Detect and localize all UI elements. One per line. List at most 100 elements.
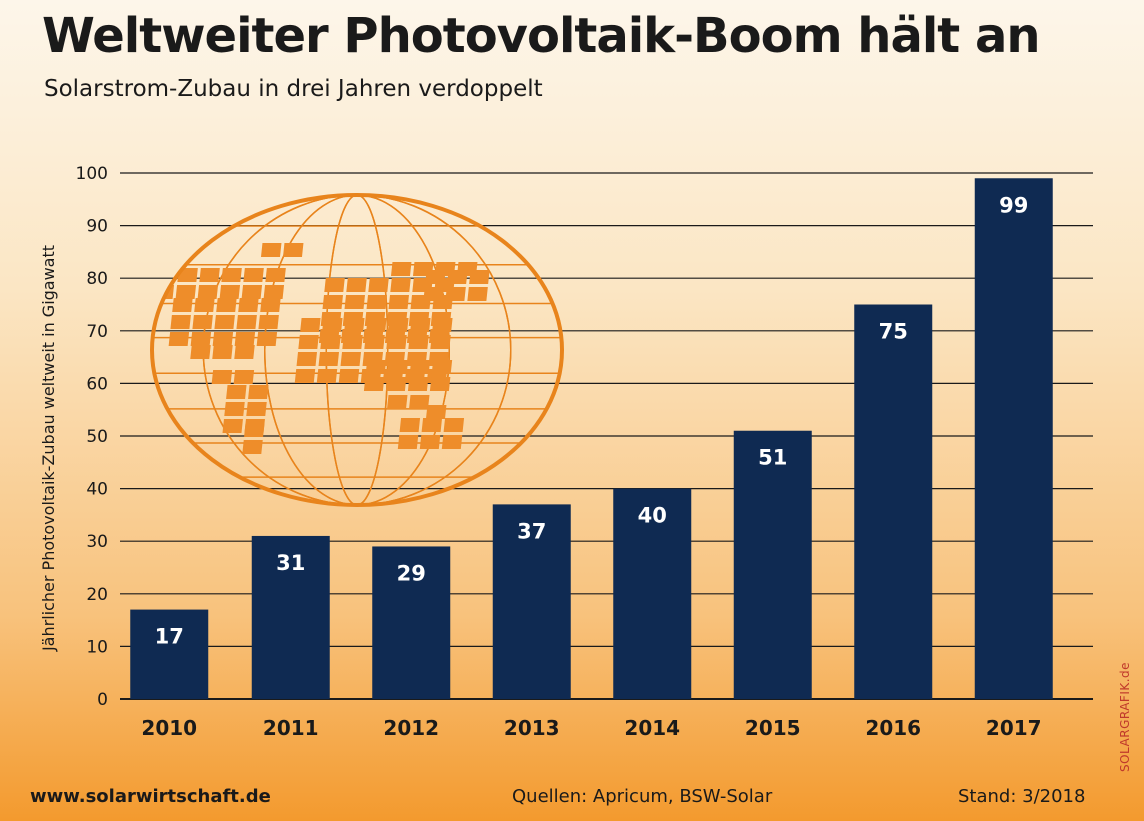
bar-2011: [251, 535, 330, 699]
solar-panel-tile: [241, 285, 263, 299]
solar-panel-tile: [397, 435, 419, 449]
solar-panel-tile: [282, 243, 304, 257]
data-label: 75: [879, 320, 908, 344]
solar-panel-tile: [419, 435, 441, 449]
solar-panel-tile: [316, 369, 338, 383]
solar-panel-tile: [298, 335, 319, 349]
solar-panel-tile: [212, 345, 233, 359]
solar-panel-tile: [425, 405, 447, 419]
globe-meridian: [325, 195, 389, 505]
data-label: 29: [397, 561, 426, 585]
solar-panel-tile: [469, 270, 490, 284]
solar-globe-icon: [150, 193, 564, 507]
chart-subtitle: Solarstrom-Zubau in drei Jahren verdoppe…: [44, 76, 543, 102]
solar-panel-tile: [244, 423, 265, 437]
solar-panel-tile: [386, 335, 407, 349]
solar-panel-tile: [238, 298, 259, 312]
y-tick-label: 50: [86, 427, 108, 447]
solar-panel-tile: [170, 315, 191, 329]
solar-panel-tile: [387, 395, 408, 409]
chart-title: Weltweiter Photovoltaik-Boom hält an: [42, 8, 1041, 64]
y-tick-label: 40: [86, 480, 108, 500]
solar-panel-tile: [410, 318, 431, 332]
solar-panel-tile: [407, 377, 429, 391]
solar-panel-tile: [340, 352, 362, 366]
bar-2010: [130, 609, 209, 699]
solar-panel-tile: [425, 270, 446, 284]
y-tick-label: 70: [86, 322, 108, 342]
solar-panel-tile: [258, 315, 279, 329]
solar-panel-tile: [364, 335, 385, 349]
solar-panel-tile: [197, 285, 219, 299]
solar-panel-tile: [387, 360, 409, 374]
solar-panel-tile: [234, 345, 255, 359]
solar-panel-tile: [260, 298, 281, 312]
solar-panel-tile: [190, 332, 212, 346]
credit-watermark: SOLARGRAFIK.de: [1118, 661, 1132, 772]
x-tick-label: 2017: [986, 716, 1042, 740]
y-axis-label: Jährlicher Photovoltaik-Zubau weltweit i…: [39, 245, 58, 652]
solar-panel-tile: [388, 318, 409, 332]
y-tick-label: 10: [86, 637, 108, 657]
solar-panel-tile: [192, 315, 213, 329]
labels: 0 10 20 30 40 50 60 70 80 90 100 17 2010 31 2011 29 2012…: [76, 164, 1042, 740]
solar-panel-tile: [338, 369, 360, 383]
solar-panel-tile: [445, 287, 466, 301]
solar-panel-tile: [222, 419, 243, 433]
solar-panel-tile: [441, 435, 463, 449]
y-tick-label: 0: [97, 690, 108, 710]
data-label: 31: [276, 551, 305, 575]
solar-panel-tile: [363, 377, 385, 391]
x-tick-label: 2014: [624, 716, 680, 740]
solar-panel-tile: [233, 370, 255, 384]
bars: [130, 178, 1053, 699]
data-label: 40: [638, 504, 667, 528]
solar-panel-tile: [342, 335, 363, 349]
solar-panel-tile: [421, 418, 443, 432]
y-tick-label: 60: [86, 374, 108, 394]
solar-panel-tile: [447, 270, 468, 284]
solar-panel-tile: [399, 418, 421, 432]
solar-panel-tile: [265, 268, 286, 282]
solar-panel-tile: [236, 315, 257, 329]
solar-panel-tile: [320, 335, 341, 349]
solar-panel-tile: [234, 332, 256, 346]
solar-panel-tile: [322, 318, 343, 332]
solar-panel-tile: [296, 352, 318, 366]
solar-panel-tile: [226, 385, 247, 399]
solar-panel-tile: [221, 268, 242, 282]
data-label: 17: [155, 625, 184, 649]
solar-panel-tile: [300, 318, 321, 332]
bar-2016: [854, 304, 933, 699]
solar-panel-tile: [409, 395, 430, 409]
solar-panel-tile: [194, 298, 215, 312]
solar-panel-tile: [256, 332, 278, 346]
data-label: 37: [517, 519, 546, 543]
solar-panel-tile: [246, 402, 267, 416]
x-tick-label: 2010: [141, 716, 197, 740]
solar-panel-tile: [408, 335, 429, 349]
footer-website[interactable]: www.solarwirtschaft.de: [30, 786, 271, 807]
solar-panel-tile: [366, 295, 387, 309]
solar-panel-tile: [212, 332, 234, 346]
x-tick-label: 2016: [865, 716, 921, 740]
solar-panel-tile: [431, 360, 453, 374]
solar-panel-tile: [175, 285, 197, 299]
x-tick-label: 2011: [263, 716, 319, 740]
y-tick-label: 100: [76, 164, 108, 184]
solar-panel-tile: [344, 318, 365, 332]
bar-2013: [492, 504, 571, 699]
solar-panel-tile: [366, 318, 387, 332]
x-tick-label: 2012: [383, 716, 439, 740]
x-tick-label: 2013: [504, 716, 560, 740]
solar-panel-tile: [344, 295, 365, 309]
solar-panel-tile: [443, 418, 465, 432]
solar-panel-tile: [322, 295, 343, 309]
solar-panel-tile: [248, 385, 269, 399]
data-label: 51: [758, 446, 787, 470]
solar-panel-tile: [318, 352, 340, 366]
solar-panel-tile: [219, 285, 241, 299]
solar-panel-tile: [242, 440, 263, 454]
x-tick-label: 2015: [745, 716, 801, 740]
